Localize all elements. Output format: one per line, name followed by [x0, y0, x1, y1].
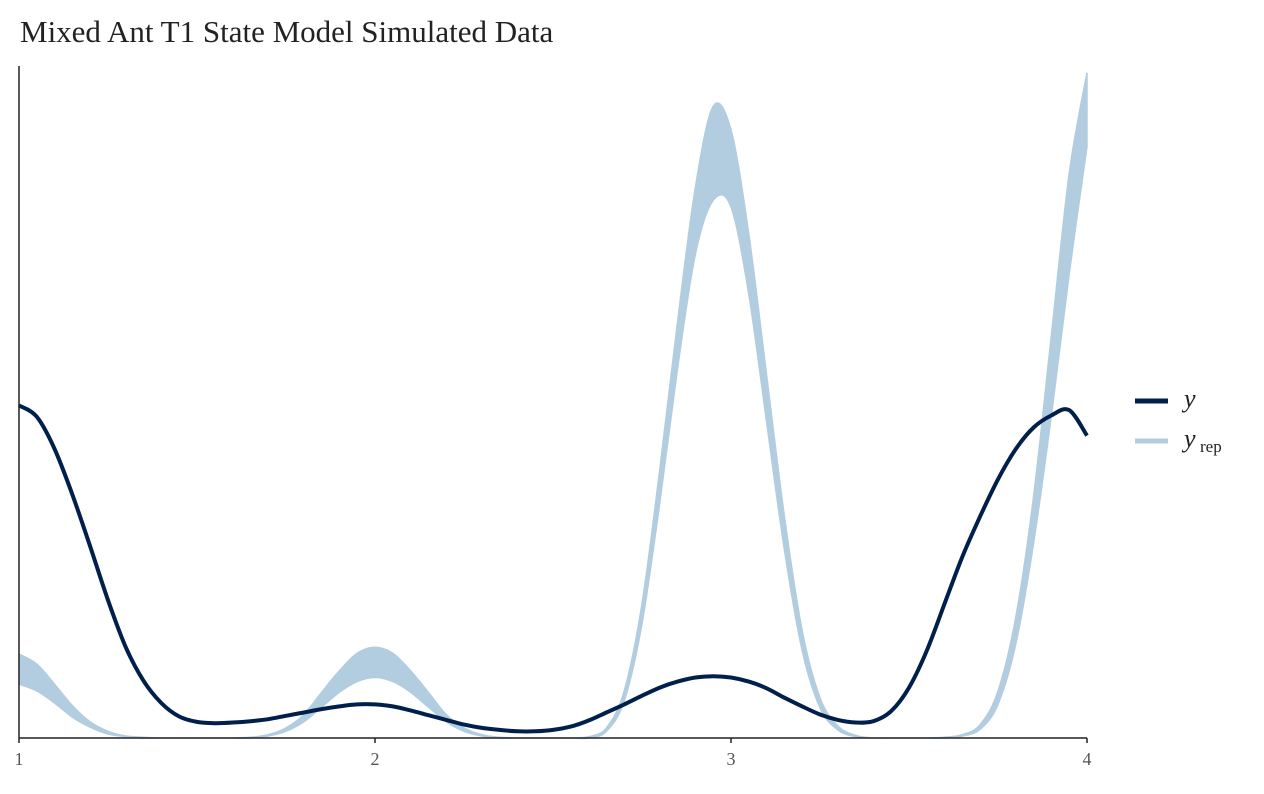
legend-label-yrep-subscript: rep	[1200, 437, 1222, 456]
chart-title: Mixed Ant T1 State Model Simulated Data	[20, 14, 554, 49]
x-tick-label: 1	[15, 749, 24, 769]
legend: y y rep	[1135, 384, 1222, 456]
x-tick-label: 2	[371, 749, 380, 769]
x-tick-label: 4	[1083, 749, 1092, 769]
x-tick-label: 3	[727, 749, 736, 769]
series-line-y	[17, 403, 1089, 734]
legend-label-yrep: y	[1181, 424, 1196, 453]
x-axis-ticks: 1 2 3 4	[15, 738, 1092, 769]
series-band-yrep	[18, 72, 1088, 740]
legend-label-y: y	[1181, 384, 1196, 413]
yrep-band-layer	[18, 72, 1088, 740]
y-line-layer	[17, 403, 1089, 734]
